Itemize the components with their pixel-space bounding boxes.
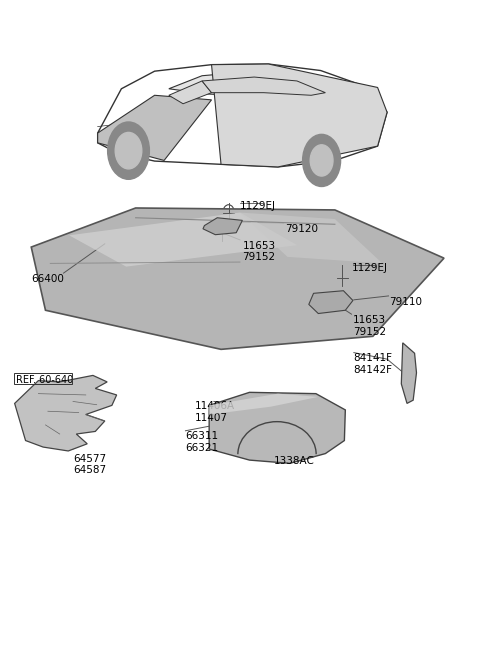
Text: 1129EJ: 1129EJ bbox=[240, 202, 276, 212]
Text: 66400: 66400 bbox=[31, 275, 64, 284]
Polygon shape bbox=[169, 81, 212, 104]
Text: 11653
79152: 11653 79152 bbox=[353, 315, 386, 337]
Polygon shape bbox=[31, 208, 444, 350]
Polygon shape bbox=[69, 213, 297, 267]
Polygon shape bbox=[97, 95, 212, 160]
Polygon shape bbox=[203, 217, 242, 235]
Text: 84141F
84142F: 84141F 84142F bbox=[353, 353, 392, 375]
Text: 11406A
11407: 11406A 11407 bbox=[195, 401, 235, 423]
Text: 1338AC: 1338AC bbox=[274, 455, 315, 466]
Polygon shape bbox=[309, 290, 353, 313]
Text: 66311
66321: 66311 66321 bbox=[185, 432, 218, 453]
Circle shape bbox=[115, 133, 142, 169]
Text: 1129EJ: 1129EJ bbox=[351, 263, 387, 273]
Polygon shape bbox=[202, 77, 325, 95]
Circle shape bbox=[302, 135, 341, 187]
Polygon shape bbox=[212, 64, 387, 167]
Circle shape bbox=[310, 145, 333, 176]
Text: 11653
79152: 11653 79152 bbox=[242, 240, 276, 262]
Polygon shape bbox=[209, 394, 318, 415]
Text: 64577
64587: 64577 64587 bbox=[73, 453, 106, 475]
Text: REF. 60-640: REF. 60-640 bbox=[16, 375, 73, 386]
Text: 79110: 79110 bbox=[389, 297, 422, 307]
Polygon shape bbox=[209, 392, 345, 463]
Polygon shape bbox=[169, 71, 344, 99]
Polygon shape bbox=[401, 343, 417, 403]
Text: 79120: 79120 bbox=[285, 224, 318, 235]
Polygon shape bbox=[240, 213, 383, 263]
Circle shape bbox=[108, 122, 149, 179]
Polygon shape bbox=[14, 375, 117, 451]
